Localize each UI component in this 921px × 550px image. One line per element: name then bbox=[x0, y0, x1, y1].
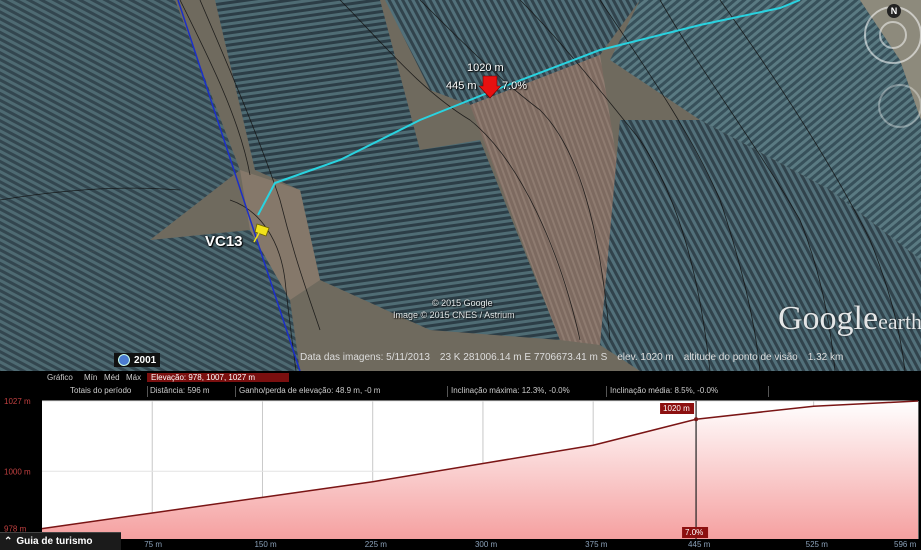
avg-slope-stat: Inclinação média: 8.5%, -0.0% bbox=[610, 386, 719, 395]
eye-altitude-value: 1.32 km bbox=[807, 352, 844, 363]
graph-label: Gráfico bbox=[47, 373, 73, 382]
cursor-value-badge bbox=[660, 403, 695, 414]
x-tick-label: 75 m bbox=[144, 540, 162, 549]
y-tick-label: 1000 m bbox=[4, 467, 31, 476]
cursor-slope-label: 7.0% bbox=[502, 80, 528, 92]
cursor-coordinates: 23 K 281006.14 m E 7706673.41 m S bbox=[439, 352, 608, 363]
med-button[interactable]: Méd bbox=[104, 373, 120, 382]
x-tick-label: 445 m bbox=[688, 540, 711, 549]
copyright-text: © 2015 Google bbox=[432, 298, 493, 308]
clock-icon bbox=[118, 354, 130, 366]
imagery-copyright-text: Image © 2015 CNES / Astrium bbox=[393, 310, 515, 320]
cursor-elevation-label: 1020 m bbox=[467, 62, 504, 74]
elevation-gain-loss-stat: Ganho/perda de elevação: 48.9 m, -0 m bbox=[239, 386, 381, 395]
placemark-label[interactable]: VC13 bbox=[205, 233, 243, 250]
period-totals-label: Totais do período bbox=[70, 386, 132, 395]
elevation-chart[interactable]: 978 m 1000 m 1027 m 75 m 150 m 225 m 300 m 375… bbox=[0, 371, 921, 549]
north-indicator[interactable]: N bbox=[887, 4, 901, 18]
cursor-marker-icon bbox=[478, 75, 502, 99]
x-tick-label: 150 m bbox=[254, 540, 277, 549]
cursor-slope-badge bbox=[682, 527, 709, 538]
status-bar: Data das imagens: 5/11/2013 23 K 281006.… bbox=[300, 352, 843, 368]
navigation-compass[interactable]: N bbox=[864, 4, 921, 64]
cursor-slope-text: 7.0% bbox=[685, 528, 703, 537]
x-tick-label: 300 m bbox=[475, 540, 498, 549]
tour-guide-button[interactable]: ⌃ Guia de turismo bbox=[0, 532, 121, 550]
image-date: Data das imagens: 5/11/2013 bbox=[300, 352, 430, 363]
x-tick-label: 525 m bbox=[806, 540, 829, 549]
cursor-value-text: 1020 m bbox=[663, 404, 690, 413]
elevation-line bbox=[41, 400, 919, 530]
cursor-distance-label: 445 m bbox=[446, 80, 477, 92]
min-button[interactable]: Mín bbox=[84, 373, 98, 382]
profile-cursor-point bbox=[694, 417, 699, 422]
eye-altitude-label: altitude do ponto de visão bbox=[683, 352, 798, 363]
historical-year: 2001 bbox=[134, 354, 157, 366]
google-earth-logo: Googleearth bbox=[778, 300, 921, 337]
max-button[interactable]: Máx bbox=[126, 373, 142, 382]
x-tick-label: 225 m bbox=[365, 540, 388, 549]
compass-ring-icon[interactable] bbox=[879, 21, 907, 49]
distance-stat: Distância: 596 m bbox=[150, 386, 210, 395]
grid-line bbox=[177, 0, 301, 371]
elevation-profile-panel: Gráfico Mín Méd Máx Elevação: 978, 1007,… bbox=[0, 371, 921, 549]
x-tick-label: 596 m bbox=[894, 540, 917, 549]
placemark-pin-icon bbox=[253, 223, 270, 243]
max-slope-stat: Inclinação máxima: 12.3%, -0.0% bbox=[451, 386, 570, 395]
chevron-up-icon: ⌃ bbox=[4, 536, 13, 547]
historical-imagery-badge[interactable]: 2001 bbox=[114, 353, 161, 367]
satellite-imagery bbox=[0, 0, 921, 371]
elevation-summary[interactable]: Elevação: 978, 1007, 1027 m bbox=[147, 373, 289, 382]
elevation-path bbox=[257, 0, 801, 216]
elevation-area bbox=[42, 401, 918, 539]
tour-guide-label: Guia de turismo bbox=[16, 536, 93, 547]
look-control-icon[interactable] bbox=[878, 84, 921, 128]
cursor-elevation: elev. 1020 m bbox=[617, 352, 674, 363]
map-view[interactable]: 1020 m 445 m 7.0% VC13 © 2015 Google Ima… bbox=[0, 0, 921, 371]
x-tick-label: 375 m bbox=[585, 540, 608, 549]
y-tick-label: 1027 m bbox=[4, 397, 31, 406]
y-tick-label: 978 m bbox=[4, 525, 27, 534]
